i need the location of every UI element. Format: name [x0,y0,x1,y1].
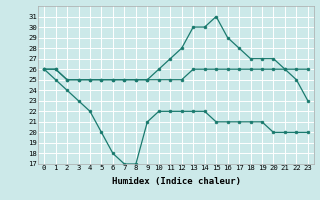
X-axis label: Humidex (Indice chaleur): Humidex (Indice chaleur) [111,177,241,186]
